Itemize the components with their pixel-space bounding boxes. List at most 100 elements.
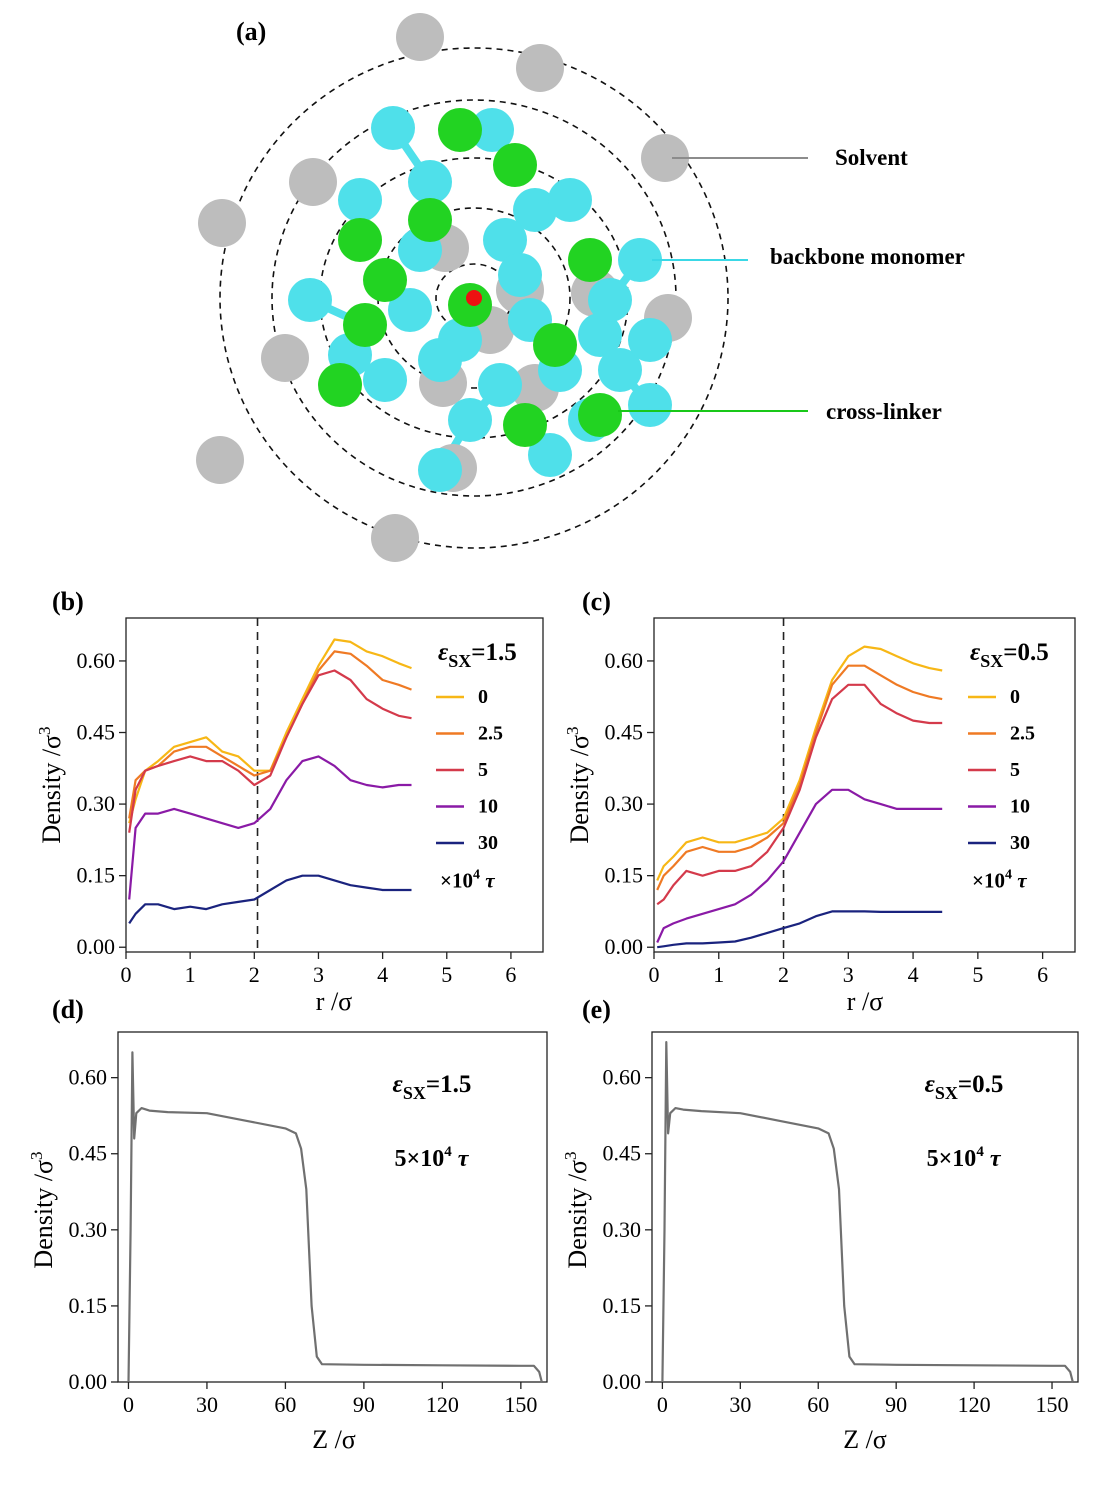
solvent-bead (396, 13, 444, 61)
annotation-time: 5×104 τ (395, 1144, 470, 1172)
y-tick-label: 0.15 (69, 1293, 108, 1318)
solvent-bead (289, 158, 337, 206)
series-line-profile (127, 1051, 543, 1383)
legend-label: 2.5 (1010, 723, 1035, 745)
y-axis-label-sup: 3 (561, 1151, 580, 1160)
panel-label: (b) (52, 587, 84, 616)
y-tick-label: 0.60 (77, 648, 116, 673)
solvent-bead (198, 199, 246, 247)
panel-label: (d) (52, 995, 84, 1024)
series-line-30 (128, 874, 412, 925)
y-axis-label-text: Density /σ (29, 1160, 58, 1269)
x-tick-label: 90 (353, 1392, 375, 1417)
legend-label: 5 (478, 759, 488, 781)
y-axis-label: Density /σ3 (35, 726, 66, 843)
backbone-bead (483, 218, 527, 262)
x-tick-label: 0 (657, 1392, 668, 1417)
backbone-bead (578, 313, 622, 357)
backbone-bead (388, 288, 432, 332)
series-line-0 (128, 638, 412, 824)
x-tick-label: 120 (426, 1392, 459, 1417)
x-tick-label: 4 (908, 962, 919, 987)
annotation-time-sup: 4 (444, 1144, 452, 1160)
y-axis-label-sup: 3 (27, 1151, 46, 1160)
crosslinker-bead (438, 108, 482, 152)
panel-a-legend: Solvent backbone monomer cross-linker (618, 145, 965, 424)
y-tick-label: 0.00 (603, 1369, 642, 1394)
annotation-eps-value: =1.5 (426, 1071, 472, 1098)
backbone-bead (371, 106, 415, 150)
x-axis-label: r /σ (847, 987, 883, 1016)
series-line-2.5 (656, 664, 943, 891)
x-tick-label: 3 (313, 962, 324, 987)
annotation-eps-sub: SX (403, 1083, 426, 1103)
y-tick-label: 0.15 (605, 863, 644, 888)
legend-footer-tau: τ (1012, 869, 1027, 893)
legend-title-value: =1.5 (471, 639, 517, 666)
x-tick-label: 2 (249, 962, 260, 987)
annotation-eps-sub: SX (935, 1083, 958, 1103)
legend-title-eps: ε (970, 639, 981, 666)
legend-footer: ×104 τ (440, 868, 495, 893)
legend-label: 0 (478, 686, 488, 708)
x-tick-label: 2 (778, 962, 789, 987)
legend-title-sub: SX (980, 651, 1003, 671)
y-tick-label: 0.15 (603, 1293, 642, 1318)
y-tick-label: 0.60 (603, 1065, 642, 1090)
legend-label: 10 (478, 796, 498, 818)
x-tick-label: 0 (121, 962, 132, 987)
crosslinker-bead (343, 303, 387, 347)
x-tick-label: 90 (885, 1392, 907, 1417)
backbone-bead (548, 178, 592, 222)
legend-label: 30 (478, 832, 498, 854)
x-axis-label: Z /σ (312, 1425, 356, 1454)
x-tick-label: 3 (843, 962, 854, 987)
x-tick-label: 0 (123, 1392, 134, 1417)
backbone-bead (448, 398, 492, 442)
chart-panel-d: (d) 0 30 60 90 120 150 0.00 0.15 0.30 0.45 0.60 Z /σ… (27, 995, 548, 1454)
y-axis-label: Density /σ3 (561, 1151, 592, 1268)
annotation-time-tau: τ (984, 1146, 1002, 1172)
annotation-eps-symbol: ε (925, 1071, 936, 1098)
legend-footer-prefix: ×10 (440, 869, 473, 893)
backbone-bead (618, 238, 662, 282)
shell-circle (219, 47, 729, 549)
x-tick-label: 1 (185, 962, 196, 987)
legend-title: εSX=1.5 (438, 639, 517, 671)
annotation-eps: εSX=0.5 (925, 1071, 1004, 1103)
y-tick-label: 0.45 (603, 1141, 642, 1166)
plot-frame (125, 617, 544, 953)
x-tick-label: 6 (505, 962, 516, 987)
x-tick-label: 60 (807, 1392, 829, 1417)
series-line-2.5 (128, 650, 412, 819)
legend-title-value: =0.5 (1003, 639, 1049, 666)
backbone-bead (418, 448, 462, 492)
backbone-bead (513, 188, 557, 232)
annotation-time-tau: τ (452, 1146, 470, 1172)
crosslinker-bead (338, 218, 382, 262)
crosslinker-bead (318, 363, 362, 407)
crosslinker-bead (578, 393, 622, 437)
legend-footer-sup: 4 (1005, 868, 1012, 883)
panel-a-illustration: (a) Solvent backbone monomer cross-linke… (196, 13, 965, 562)
legend-title-sub: SX (448, 651, 471, 671)
x-tick-label: 60 (274, 1392, 296, 1417)
x-tick-label: 0 (649, 962, 660, 987)
y-axis-label-sup: 3 (563, 726, 582, 735)
y-tick-label: 0.15 (77, 863, 116, 888)
y-axis-label: Density /σ3 (563, 726, 594, 843)
x-axis-label: r /σ (316, 987, 352, 1016)
legend-title-eps: ε (438, 639, 449, 666)
legend-label: 5 (1010, 759, 1020, 781)
x-tick-label: 5 (972, 962, 983, 987)
x-tick-label: 6 (1037, 962, 1048, 987)
y-tick-label: 0.00 (605, 934, 644, 959)
backbone-bead (478, 363, 522, 407)
backbone-bead (588, 278, 632, 322)
backbone-bead (408, 160, 452, 204)
y-axis-label: Density /σ3 (27, 1151, 58, 1268)
y-axis-label-sup: 3 (35, 726, 54, 735)
panel-a-label: (a) (236, 17, 266, 46)
solvent-bead (261, 334, 309, 382)
